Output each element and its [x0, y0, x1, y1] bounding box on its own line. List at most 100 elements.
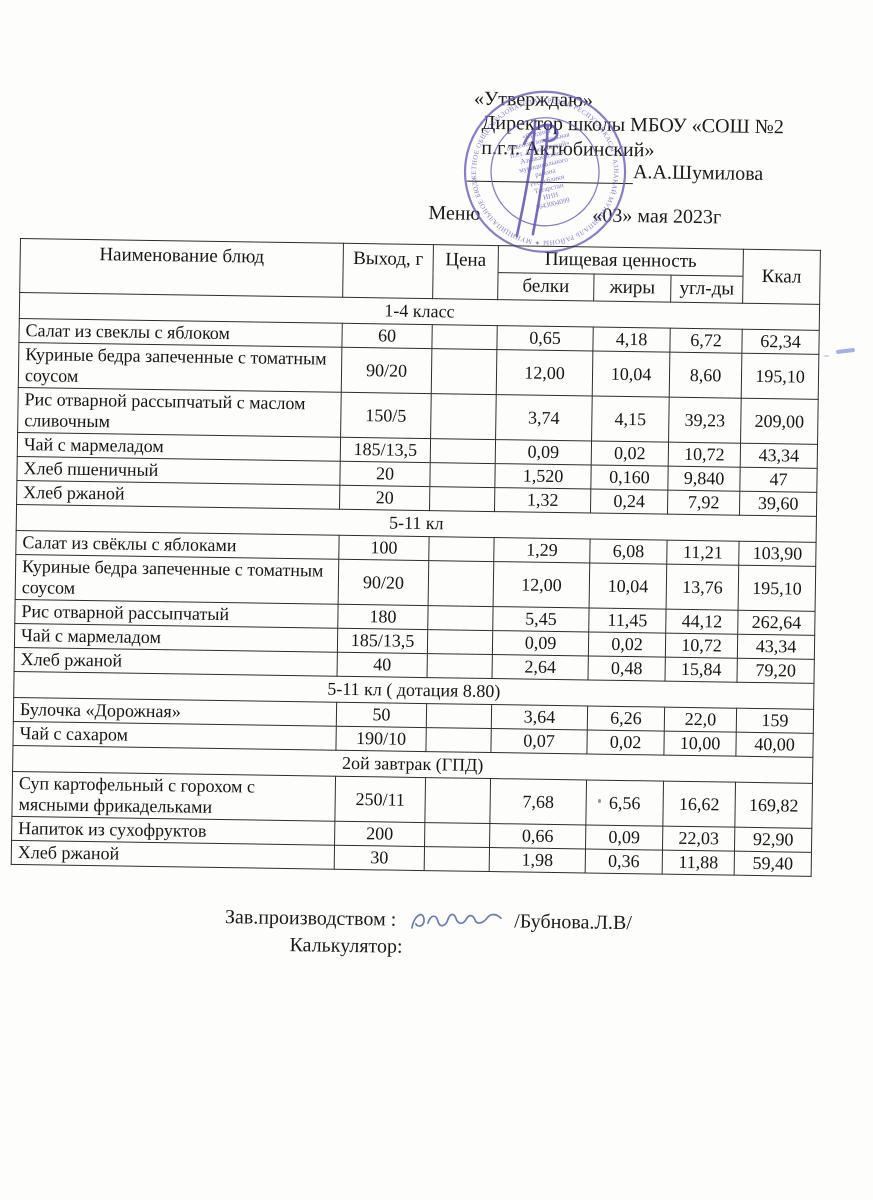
- cell-carbs: 11,88: [662, 850, 735, 876]
- cell-dish-name: Куриные бедра запеченные с томатным соус…: [15, 554, 339, 605]
- cell-protein: 1,32: [494, 487, 591, 513]
- cell-carbs: 44,12: [665, 609, 739, 635]
- cell-carbs: 39,23: [668, 397, 742, 444]
- cell-output: 90/20: [341, 347, 432, 394]
- cell-protein: 0,09: [492, 630, 589, 656]
- cell-price: [427, 653, 493, 679]
- menu-table-body: 1-4 класс Салат из свеклы с яблоком 60 0…: [11, 292, 820, 877]
- header-protein: белки: [497, 272, 595, 302]
- cell-kcal: 103,90: [738, 541, 817, 567]
- production-name: /Бубнова.Л.В/: [514, 910, 633, 935]
- header-kcal: Ккал: [742, 249, 821, 305]
- cell-price: [428, 560, 494, 607]
- cell-carbs: 8,60: [669, 352, 742, 399]
- cell-dish-name: Суп картофельный с горохом с мясными фри…: [11, 771, 336, 822]
- cell-output: 250/11: [334, 776, 426, 823]
- cell-kcal: 59,40: [734, 851, 812, 877]
- cell-price: [431, 348, 497, 395]
- cell-output: 50: [336, 702, 427, 728]
- cell-dish-name: Хлеб ржаной: [11, 840, 335, 870]
- cell-kcal: 47: [739, 467, 818, 493]
- cell-protein: 12,00: [493, 561, 590, 608]
- cell-output: 30: [334, 845, 425, 871]
- ink-speck: [598, 799, 601, 803]
- menu-table: Наименование блюд Выход, г Цена Пищевая …: [11, 238, 821, 877]
- cell-fat: 0,02: [591, 441, 669, 467]
- cell-output: 190/10: [335, 726, 427, 752]
- cell-carbs: 7,92: [667, 490, 740, 516]
- cell-fat: 10,04: [589, 562, 667, 610]
- cell-fat: 0,09: [585, 824, 663, 851]
- pen-mark-dot: [824, 355, 829, 357]
- cell-price: [425, 727, 492, 753]
- table-header-row-1: Наименование блюд Выход, г Цена Пищевая …: [19, 238, 821, 305]
- cell-fat: 0,02: [588, 631, 666, 658]
- cell-fat: 6,08: [589, 538, 668, 565]
- cell-fat: 10,04: [592, 351, 670, 398]
- cell-carbs: 11,21: [666, 540, 740, 566]
- cell-output: 40: [337, 652, 428, 678]
- cell-protein: 7,68: [489, 778, 587, 825]
- cell-protein: 0,09: [495, 439, 592, 465]
- cell-price: [426, 703, 492, 729]
- cell-price: [429, 462, 496, 488]
- cell-kcal: 39,60: [739, 491, 817, 517]
- cell-price: [430, 438, 496, 464]
- cell-price: [429, 486, 495, 512]
- cell-dish-name: Рис отварной рассыпчатый с маслом сливоч…: [17, 387, 342, 438]
- cell-output: 20: [339, 461, 431, 487]
- cell-protein: 3,64: [491, 704, 588, 730]
- cell-carbs: 16,62: [662, 781, 736, 828]
- cell-carbs: 13,76: [666, 564, 739, 611]
- school-stamp: ТАТАРСТАН РЕСПУБЛИКАСЫ • АЗНАКАЙ МУНИЦИП…: [437, 66, 634, 265]
- cell-fat: 0,160: [590, 464, 669, 491]
- cell-carbs: 22,0: [664, 707, 737, 733]
- cell-fat: 0,36: [585, 848, 663, 875]
- cell-protein: 2,64: [492, 654, 589, 680]
- cell-fat: 6,26: [587, 705, 665, 732]
- cell-protein: 1,29: [493, 537, 591, 563]
- cell-protein: 1,520: [494, 463, 592, 489]
- director-signature-ink: [515, 119, 559, 238]
- cell-output: 90/20: [338, 559, 429, 606]
- cell-output: 200: [334, 821, 425, 847]
- cell-price: [424, 777, 491, 824]
- cell-dish-name: Куриные бедра запеченные с томатным соус…: [18, 342, 342, 393]
- cell-price: [431, 324, 498, 350]
- cell-kcal: 195,10: [741, 353, 819, 400]
- cell-protein: 12,00: [496, 349, 593, 397]
- cell-kcal: 43,34: [740, 443, 818, 469]
- cell-protein: 5,45: [492, 606, 590, 632]
- cell-output: 150/5: [340, 392, 432, 439]
- cell-output: 180: [337, 604, 429, 630]
- cell-price: [424, 822, 490, 848]
- svg-text:ИНН: ИНН: [542, 191, 559, 202]
- cell-fat: 4,18: [592, 327, 671, 353]
- cell-price: [427, 629, 493, 655]
- cell-output: 185/13,5: [340, 437, 431, 463]
- cell-kcal: 40,00: [735, 732, 814, 758]
- production-label: Зав.производством :: [224, 906, 397, 931]
- header-carbs: угл-ды: [670, 275, 744, 304]
- cell-kcal: 43,34: [737, 634, 815, 660]
- cell-output: 20: [339, 485, 430, 511]
- cell-fat: 0,24: [590, 488, 668, 515]
- header-output: Выход, г: [342, 243, 434, 299]
- cell-protein: 0,07: [490, 728, 588, 754]
- header-nutrition: Пищевая ценность: [498, 245, 744, 277]
- cell-carbs: 10,00: [663, 731, 737, 757]
- cell-carbs: 6,72: [669, 328, 743, 354]
- cell-output: 60: [341, 323, 433, 349]
- cell-carbs: 10,72: [668, 442, 741, 468]
- cell-carbs: 22,03: [662, 826, 735, 852]
- cell-kcal: 262,64: [737, 610, 816, 636]
- cell-kcal: 62,34: [741, 329, 820, 355]
- cell-fat: 0,48: [588, 655, 666, 682]
- cell-kcal: 79,20: [737, 658, 815, 684]
- cell-protein: 0,65: [496, 325, 594, 352]
- header-dish-name: Наименование блюд: [19, 238, 344, 298]
- cell-fat: 6,56: [585, 779, 664, 827]
- cell-price: [430, 393, 497, 440]
- cell-protein: 0,66: [489, 823, 586, 849]
